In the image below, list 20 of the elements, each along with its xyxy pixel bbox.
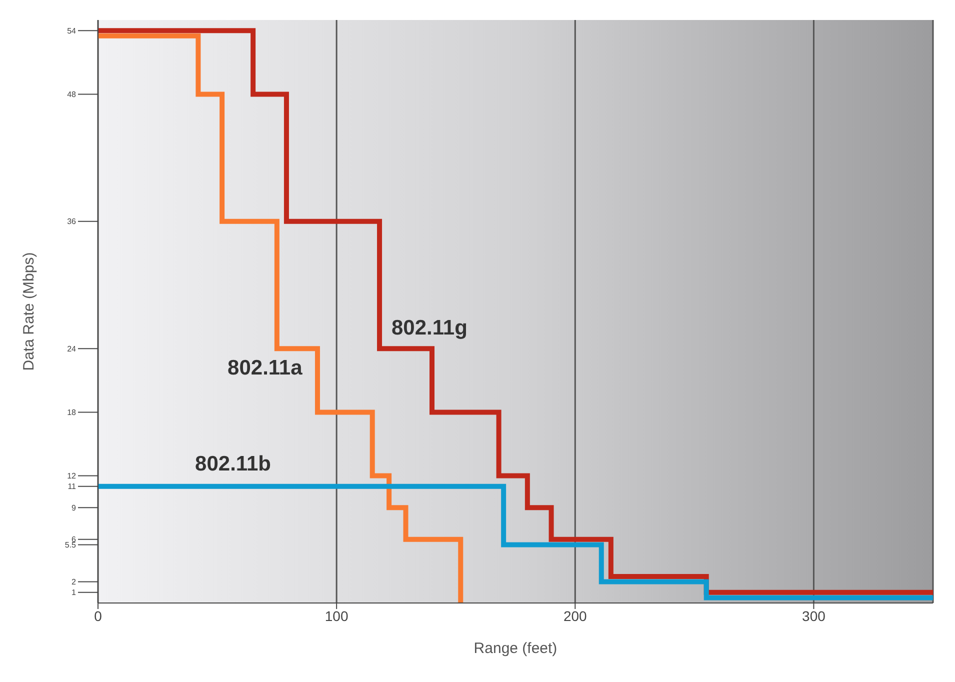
series-label: 802.11a: [228, 356, 303, 380]
y-tick-label: 11: [68, 482, 77, 492]
y-tick-label: 48: [67, 90, 77, 100]
y-tick-label: 9: [72, 503, 77, 512]
y-axis-title: Data Rate (Mbps): [20, 252, 38, 371]
y-tick-label: 54: [67, 26, 77, 36]
y-tick-label: 36: [67, 217, 77, 226]
y-tick-label: 12: [67, 472, 77, 481]
x-tick-label: 300: [802, 608, 826, 624]
y-tick-label: 5.5: [64, 540, 77, 550]
x-tick-label: 200: [563, 608, 588, 624]
x-tick-label: 100: [324, 608, 348, 624]
y-tick-label: 2: [72, 578, 77, 587]
y-tick-label: 18: [67, 408, 77, 418]
y-tick-label: 24: [67, 344, 77, 354]
series-label: 802.11g: [392, 316, 468, 340]
y-tick-label: 1: [72, 588, 77, 598]
x-tick-label: 0: [94, 608, 102, 624]
x-axis-title: Range (feet): [474, 640, 558, 657]
series-label: 802.11b: [195, 452, 271, 476]
